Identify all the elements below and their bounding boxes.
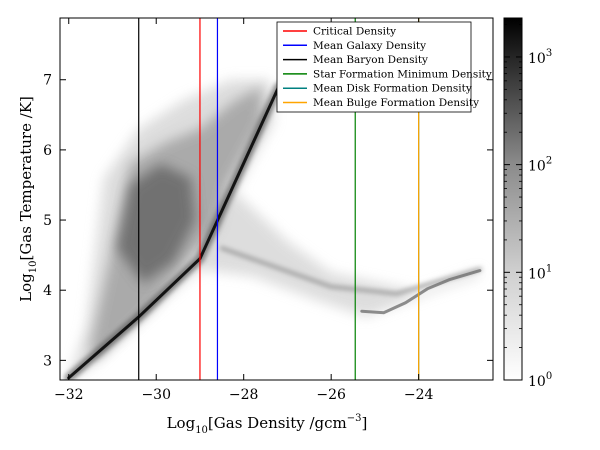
- colorbar-tick-label: 101: [528, 263, 552, 282]
- density-low-branch: [360, 269, 482, 315]
- y-axis-label: Log10[Gas Temperature /K]: [17, 96, 39, 302]
- legend-label: Critical Density: [313, 26, 396, 38]
- legend: Critical Density Mean Galaxy Density Mean …: [276, 21, 492, 113]
- x-tick-label: −26: [316, 387, 346, 403]
- y-tick-label: 5: [43, 213, 52, 229]
- y-tick-label: 3: [43, 353, 52, 369]
- colorbar-tick-label: 103: [528, 48, 552, 67]
- density-cooling-branch: [219, 246, 482, 296]
- x-tick-label: −32: [54, 387, 84, 403]
- colorbar-ticks: 100 101 102 103: [504, 24, 552, 390]
- y-tick-label: 7: [43, 73, 52, 89]
- density-map: [64, 79, 482, 380]
- legend-label: Mean Galaxy Density: [313, 40, 426, 52]
- legend-label: Mean Bulge Formation Density: [313, 97, 479, 109]
- x-tick-label: −24: [404, 387, 434, 403]
- colorbar: [503, 17, 523, 381]
- y-axis-ticks: 3 4 5 6 7: [43, 73, 493, 369]
- colorbar-tick-label: 100: [528, 371, 552, 390]
- density-ridge: [67, 85, 281, 380]
- x-axis-ticks: −32 −30 −28 −26 −24: [54, 18, 434, 403]
- x-axis-label: Log10[Gas Density /gcm−3]: [167, 413, 368, 436]
- legend-label: Star Formation Minimum Density: [313, 68, 492, 80]
- x-tick-label: −30: [141, 387, 171, 403]
- plot-frame: [59, 17, 494, 381]
- legend-box: [276, 21, 472, 113]
- legend-label: Mean Baryon Density: [313, 54, 428, 66]
- legend-label: Mean Disk Formation Density: [313, 83, 472, 95]
- x-tick-label: −28: [229, 387, 259, 403]
- y-tick-label: 4: [43, 283, 52, 299]
- y-tick-label: 6: [43, 143, 52, 159]
- colorbar-tick-label: 102: [528, 156, 552, 175]
- density-peak: [116, 163, 196, 284]
